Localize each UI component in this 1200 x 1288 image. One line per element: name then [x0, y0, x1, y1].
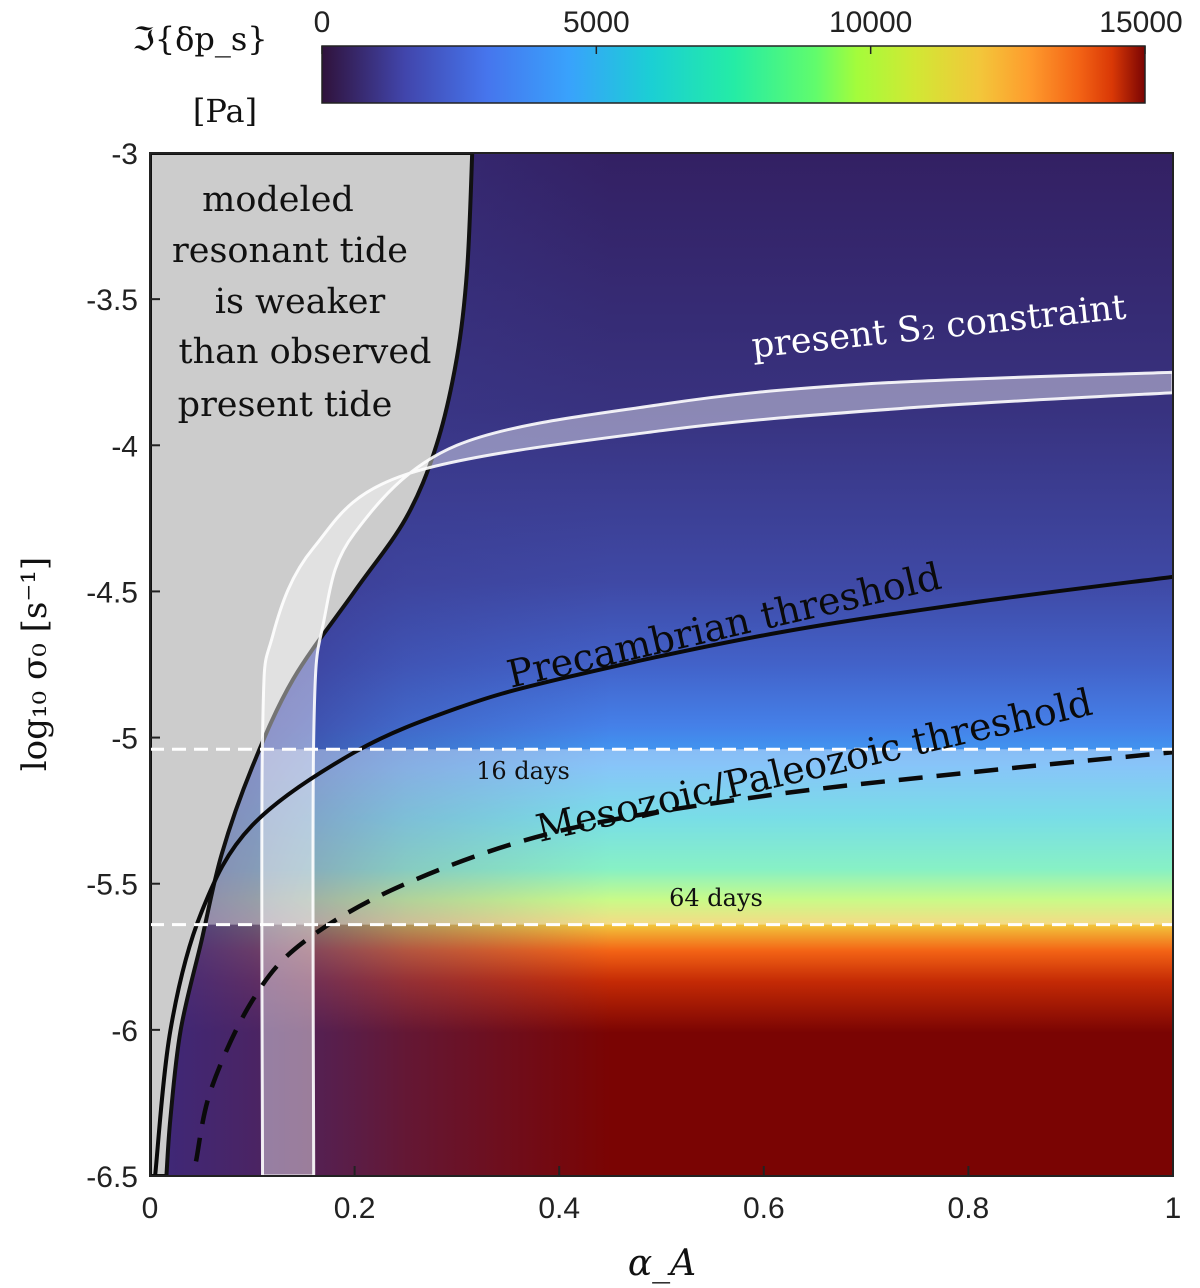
y-tick-label-4: -5 — [111, 723, 138, 756]
y-axis-label: log₁₀ σ₀ [s⁻¹] — [15, 557, 55, 771]
plot-frame — [149, 152, 1174, 1177]
grey-label-line-3: is weaker — [215, 282, 386, 322]
y-tick-label-1: -3.5 — [86, 284, 138, 317]
colorbar-tick-label-0: 0 — [314, 6, 331, 39]
y-tick-label-7: -6.5 — [86, 1161, 138, 1194]
x-axis-ticks: 0 0.2 0.4 0.6 0.8 1 — [142, 1166, 1182, 1225]
grey-region-label: modeled resonant tide is weaker than obs… — [172, 180, 431, 425]
colorbar: 0 5000 10000 15000 ℑ{δp_s} [Pa] — [132, 6, 1182, 130]
colorbar-gradient — [321, 45, 1146, 104]
band-16-64-days — [150, 749, 1173, 925]
x-tick-label-5: 1 — [1165, 1192, 1182, 1225]
grey-label-line-1: modeled — [202, 180, 354, 220]
y-tick-label-0: -3 — [111, 138, 138, 171]
x-axis-label: α_A — [628, 1243, 696, 1284]
colorbar-label-line1: ℑ{δp_s} — [132, 20, 267, 58]
x-tick-label-4: 0.8 — [948, 1192, 990, 1225]
mesozoic-threshold-curve — [193, 749, 1173, 1162]
present-s2-constraint-band — [260, 370, 1173, 1176]
y-axis-ticks: -3 -3.5 -4 -4.5 -5 -5.5 -6 -6.5 — [86, 138, 160, 1194]
grey-label-line-5: present tide — [178, 385, 393, 425]
colorbar-tick-label-1: 5000 — [563, 6, 630, 39]
colorbar-tick-label-2: 10000 — [829, 6, 912, 39]
label-64-days: 64 days — [669, 884, 763, 912]
y-tick-label-3: -4.5 — [86, 576, 138, 609]
grey-label-line-4: than observed — [179, 332, 432, 372]
precambrian-threshold-curve — [153, 574, 1173, 1176]
x-tick-label-0: 0 — [142, 1192, 159, 1225]
grey-label-line-2: resonant tide — [172, 231, 408, 271]
label-16-days: 16 days — [476, 757, 570, 785]
y-tick-label-6: -6 — [111, 1015, 138, 1048]
y-tick-label-2: -4 — [111, 430, 138, 463]
x-tick-label-3: 0.6 — [743, 1192, 785, 1225]
colorbar-tick-label-3: 15000 — [1099, 6, 1182, 39]
grey-region — [150, 153, 475, 1176]
x-tick-label-2: 0.4 — [538, 1192, 580, 1225]
colorbar-ticks: 0 5000 10000 15000 — [314, 6, 1183, 54]
plot-area — [150, 153, 1173, 1176]
x-tick-label-1: 0.2 — [334, 1192, 376, 1225]
y-tick-label-5: -5.5 — [86, 869, 138, 902]
colorbar-label-line2: [Pa] — [193, 92, 257, 130]
